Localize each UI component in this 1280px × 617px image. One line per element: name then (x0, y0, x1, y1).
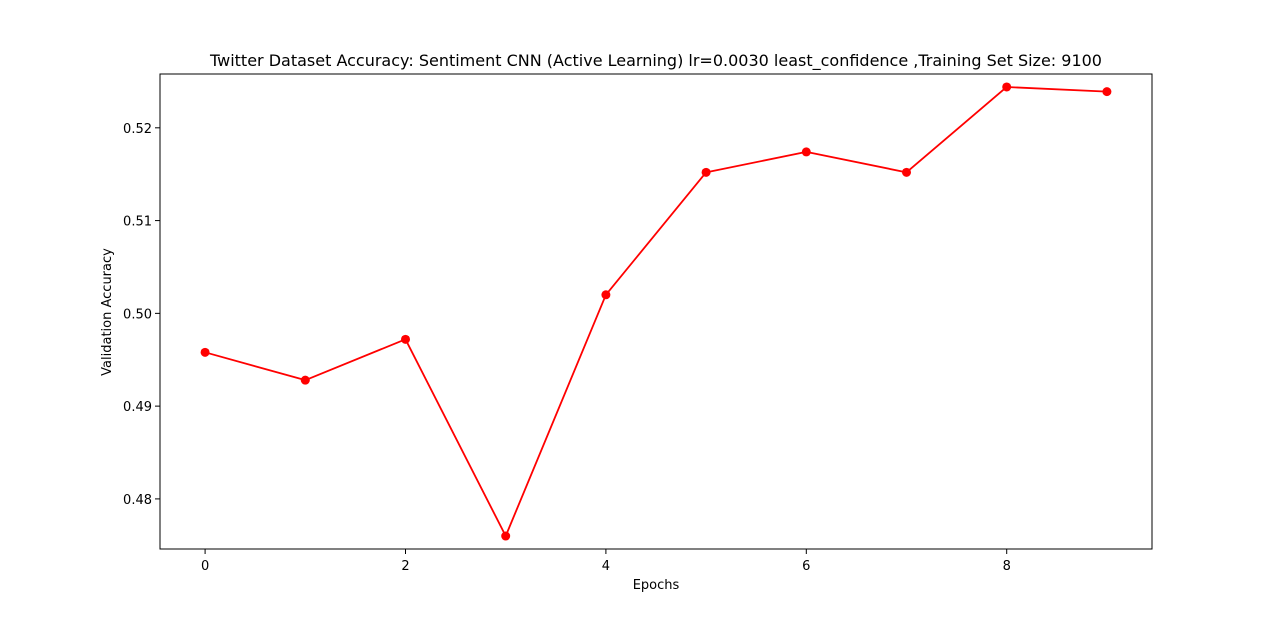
y-tick-label: 0.48 (123, 493, 152, 508)
data-point (801, 147, 811, 157)
data-point (902, 167, 912, 177)
data-point (1002, 82, 1012, 92)
data-point (1102, 87, 1112, 97)
data-point (400, 334, 410, 344)
data-point (501, 531, 511, 541)
series-line (204, 86, 1108, 537)
data-point (701, 167, 711, 177)
data-point (300, 375, 310, 385)
plot-frame (159, 73, 1153, 550)
x-tick-label: 0 (201, 559, 209, 574)
y-tick-label: 0.49 (123, 400, 152, 415)
y-axis-label: Validation Accuracy (100, 248, 115, 376)
y-tick-label: 0.51 (123, 215, 152, 230)
x-axis-label: Epochs (633, 578, 680, 593)
plot-area: 0 2 4 6 8 0.48 0.49 0.50 0.51 0.52 (123, 73, 1153, 574)
x-tick-label: 6 (802, 559, 810, 574)
x-tick-label: 2 (401, 559, 409, 574)
chart-title: Twitter Dataset Accuracy: Sentiment CNN … (209, 51, 1102, 71)
y-tick-label: 0.50 (123, 307, 152, 322)
data-point (601, 290, 611, 300)
y-tick-label: 0.52 (123, 122, 152, 137)
x-tick-label: 4 (602, 559, 610, 574)
data-point (200, 347, 210, 357)
x-tick-label: 8 (1003, 559, 1011, 574)
